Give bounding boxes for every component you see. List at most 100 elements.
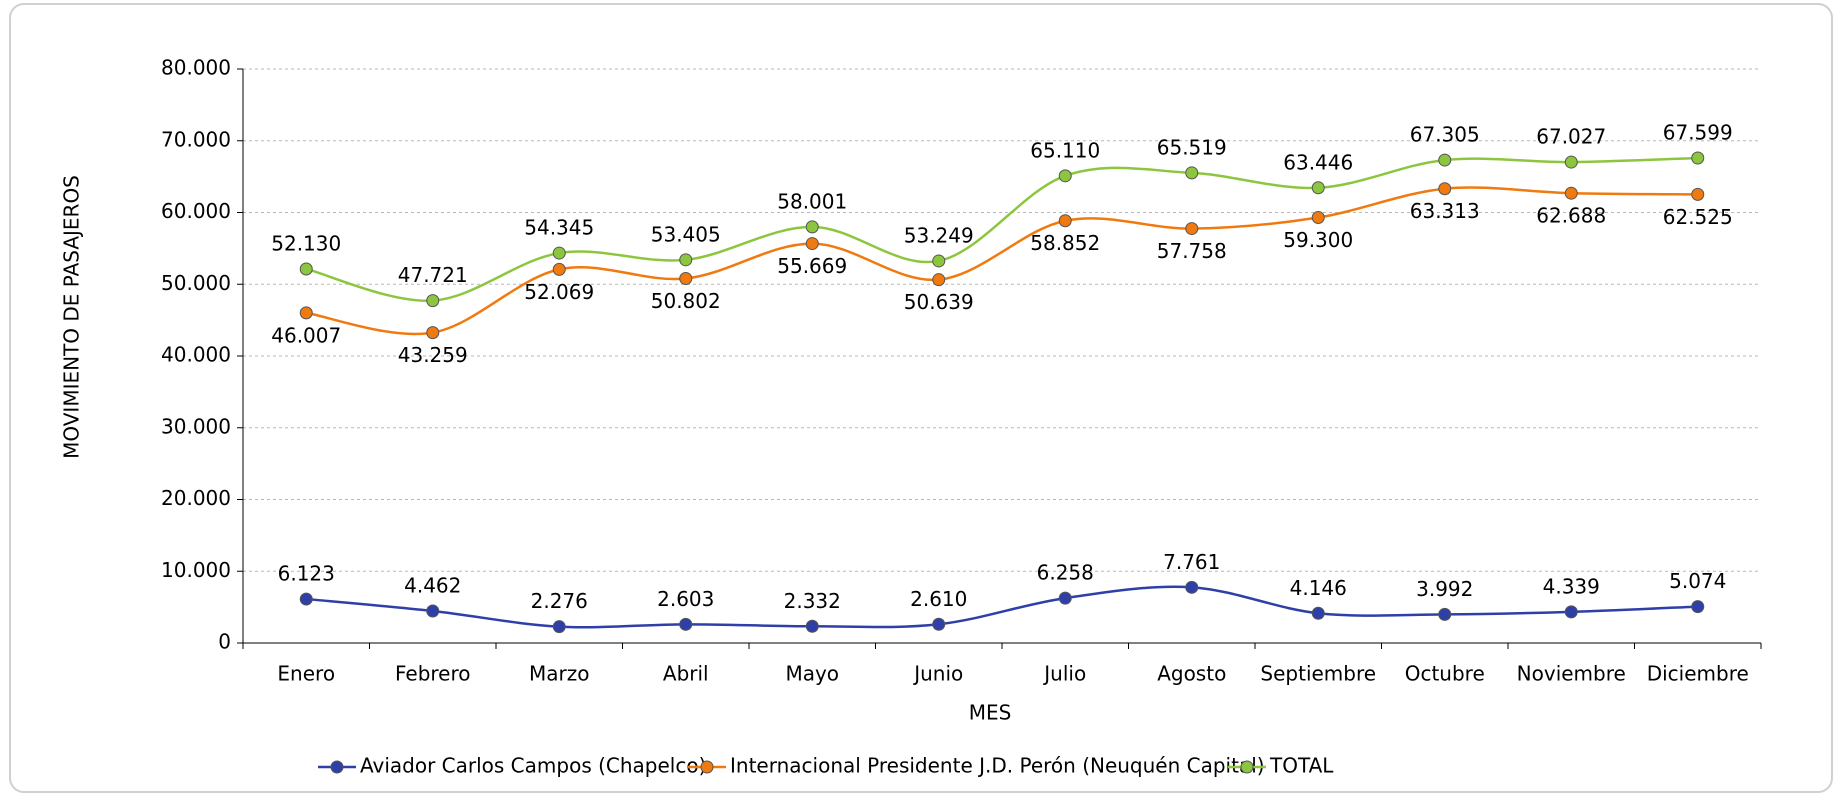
y-tick-label: 20.000 bbox=[161, 486, 231, 510]
x-tick-label: Febrero bbox=[395, 662, 471, 686]
data-label: 58.001 bbox=[777, 189, 847, 213]
point bbox=[299, 262, 313, 276]
x-tick-label: Marzo bbox=[529, 662, 589, 686]
data-label: 67.305 bbox=[1410, 123, 1480, 147]
point bbox=[932, 273, 946, 287]
data-label: 2.332 bbox=[784, 589, 841, 613]
point bbox=[1185, 580, 1199, 594]
point bbox=[1058, 591, 1072, 605]
y-axis-title: MOVIMIENTO DE PASAJEROS bbox=[60, 175, 84, 459]
data-label: 62.688 bbox=[1536, 204, 1606, 228]
series-line bbox=[305, 156, 1698, 302]
data-label: 59.300 bbox=[1283, 228, 1353, 252]
x-tick-label: Junio bbox=[912, 662, 963, 686]
point bbox=[552, 246, 566, 260]
y-tick-label: 80.000 bbox=[161, 56, 231, 80]
point bbox=[1438, 182, 1452, 196]
legend-marker bbox=[700, 760, 714, 774]
point bbox=[932, 617, 946, 631]
y-tick-label: 70.000 bbox=[161, 127, 231, 151]
x-axis-title: MES bbox=[969, 701, 1012, 725]
legend-marker bbox=[330, 760, 344, 774]
data-label: 2.603 bbox=[657, 587, 714, 611]
data-label: 47.721 bbox=[398, 263, 468, 287]
y-tick-label: 60.000 bbox=[161, 199, 231, 223]
x-tick-label: Septiembre bbox=[1260, 662, 1376, 686]
x-tick-label: Octubre bbox=[1405, 662, 1485, 686]
data-label: 55.669 bbox=[777, 254, 847, 278]
point bbox=[1691, 151, 1705, 165]
data-label: 54.345 bbox=[524, 216, 594, 240]
y-tick-label: 50.000 bbox=[161, 271, 231, 295]
point bbox=[1311, 181, 1325, 195]
data-label: 57.758 bbox=[1157, 239, 1227, 263]
point bbox=[1058, 169, 1072, 183]
data-label: 2.610 bbox=[910, 587, 967, 611]
point bbox=[299, 592, 313, 606]
point bbox=[1058, 214, 1072, 228]
y-tick-label: 30.000 bbox=[161, 414, 231, 438]
data-label: 4.146 bbox=[1290, 576, 1347, 600]
data-label: 65.110 bbox=[1030, 138, 1100, 162]
point bbox=[679, 271, 693, 285]
data-label: 53.405 bbox=[651, 222, 721, 246]
point bbox=[1691, 600, 1705, 614]
point bbox=[1185, 166, 1199, 180]
series-line bbox=[306, 186, 1698, 336]
x-tick-label: Agosto bbox=[1157, 662, 1226, 686]
y-tick-label: 40.000 bbox=[161, 343, 231, 367]
data-label: 5.074 bbox=[1669, 569, 1726, 593]
x-tick-label: Enero bbox=[277, 662, 335, 686]
series-line bbox=[306, 585, 1698, 629]
data-label: 67.599 bbox=[1663, 120, 1733, 144]
data-label: 4.462 bbox=[404, 573, 461, 597]
legend-label: Aviador Carlos Campos (Chapelco) bbox=[360, 754, 706, 778]
point bbox=[805, 237, 819, 251]
point bbox=[426, 326, 440, 340]
data-label: 63.446 bbox=[1283, 150, 1353, 174]
data-label: 2.276 bbox=[531, 589, 588, 613]
point bbox=[1311, 211, 1325, 225]
point bbox=[805, 619, 819, 633]
point bbox=[679, 253, 693, 267]
data-label: 4.339 bbox=[1543, 574, 1600, 598]
data-label: 6.123 bbox=[278, 562, 335, 586]
y-tick-label: 0 bbox=[218, 630, 231, 654]
x-tick-label: Diciembre bbox=[1647, 662, 1749, 686]
legend-marker bbox=[1240, 760, 1254, 774]
point bbox=[552, 620, 566, 634]
point bbox=[1185, 222, 1199, 236]
legend-label: TOTAL bbox=[1269, 754, 1334, 778]
data-label: 65.519 bbox=[1157, 135, 1227, 159]
data-label: 6.258 bbox=[1037, 561, 1094, 585]
data-label: 63.313 bbox=[1410, 199, 1480, 223]
point bbox=[1691, 187, 1705, 201]
data-label: 58.852 bbox=[1030, 231, 1100, 255]
point bbox=[552, 262, 566, 276]
data-label: 52.069 bbox=[524, 280, 594, 304]
point bbox=[1311, 606, 1325, 620]
frame bbox=[9, 3, 1833, 793]
point bbox=[932, 254, 946, 268]
x-tick-label: Mayo bbox=[785, 662, 839, 686]
data-label: 46.007 bbox=[271, 323, 341, 347]
data-label: 62.525 bbox=[1663, 205, 1733, 229]
point bbox=[299, 306, 313, 320]
data-label: 67.027 bbox=[1536, 125, 1606, 149]
point bbox=[679, 617, 693, 631]
x-tick-label: Abril bbox=[663, 662, 709, 686]
legend-label: Internacional Presidente J.D. Perón (Neu… bbox=[730, 754, 1265, 778]
point bbox=[1564, 605, 1578, 619]
y-tick-label: 10.000 bbox=[161, 558, 231, 582]
x-tick-label: Julio bbox=[1042, 662, 1086, 686]
point bbox=[1564, 155, 1578, 169]
point bbox=[1438, 153, 1452, 167]
data-label: 53.249 bbox=[904, 223, 974, 247]
data-label: 43.259 bbox=[398, 343, 468, 367]
point bbox=[805, 220, 819, 234]
point bbox=[426, 604, 440, 618]
point bbox=[426, 294, 440, 308]
data-label: 52.130 bbox=[271, 231, 341, 255]
point bbox=[1564, 186, 1578, 200]
